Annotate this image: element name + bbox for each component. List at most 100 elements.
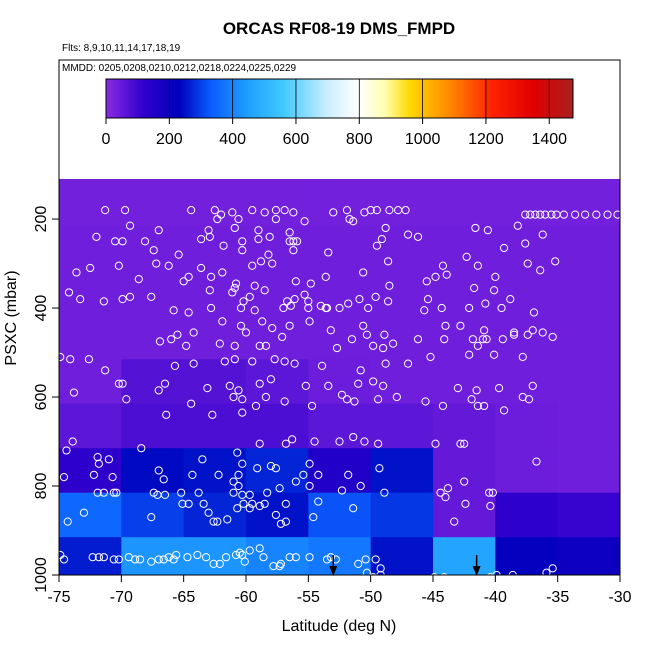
data-point	[344, 470, 353, 479]
data-point	[164, 261, 173, 270]
data-point	[140, 237, 150, 246]
data-point	[359, 268, 368, 277]
heatmap-cell	[557, 537, 620, 575]
heatmap-cell	[308, 492, 372, 538]
data-point	[309, 513, 318, 522]
heatmap-cell	[183, 492, 247, 538]
data-point	[66, 355, 75, 364]
data-point	[99, 297, 108, 306]
data-point	[481, 299, 490, 308]
data-point	[460, 439, 469, 448]
data-point	[385, 206, 394, 215]
data-point	[245, 490, 254, 500]
data-point	[147, 557, 156, 566]
data-point	[389, 339, 398, 348]
data-point	[300, 217, 309, 226]
x-tick-label: -40	[484, 589, 507, 606]
data-point	[160, 490, 170, 500]
data-point	[112, 488, 121, 497]
data-point	[229, 477, 238, 486]
heatmap-cell	[433, 359, 496, 405]
data-point	[198, 455, 207, 464]
data-point	[281, 499, 290, 508]
data-point	[369, 341, 378, 350]
data-point	[266, 375, 276, 384]
data-point	[104, 455, 113, 464]
data-point	[276, 559, 286, 568]
data-point	[301, 381, 310, 390]
data-point	[76, 295, 85, 304]
heatmap-cell	[370, 537, 434, 575]
data-point	[438, 261, 448, 270]
data-point	[197, 263, 206, 273]
data-point	[304, 303, 313, 313]
data-point	[59, 555, 69, 564]
data-point	[541, 210, 550, 219]
heatmap-cell	[557, 179, 620, 227]
colorbar-tick-label: 800	[346, 131, 373, 148]
data-point	[263, 488, 272, 497]
data-point	[229, 392, 238, 402]
data-point	[307, 401, 317, 411]
data-point	[255, 379, 264, 388]
data-point	[376, 570, 385, 575]
data-point	[189, 328, 198, 337]
data-point	[478, 335, 487, 344]
colorbar-bar	[105, 78, 574, 119]
heatmap-cell	[246, 359, 309, 405]
data-point	[426, 352, 435, 362]
data-point	[215, 339, 224, 348]
data-point	[208, 410, 217, 419]
data-point	[362, 330, 372, 339]
data-point	[314, 470, 323, 479]
data-point	[63, 517, 72, 526]
data-point	[194, 488, 203, 497]
data-point	[253, 464, 262, 473]
data-point	[354, 559, 363, 568]
data-point	[270, 355, 279, 364]
y-axis: 200 400 600 800 1000	[33, 206, 59, 593]
data-point	[209, 517, 218, 526]
data-point	[245, 504, 254, 513]
data-point	[465, 303, 474, 313]
data-point	[285, 553, 294, 562]
data-point	[413, 232, 423, 241]
data-point	[529, 308, 539, 317]
data-point	[513, 221, 522, 230]
data-point	[94, 553, 103, 562]
data-point	[526, 210, 535, 219]
data-point	[68, 437, 77, 446]
y-tick-label: 600	[33, 384, 50, 411]
data-point	[94, 459, 103, 468]
data-point	[266, 461, 276, 471]
data-point	[322, 555, 332, 564]
heatmap-cell	[183, 225, 247, 360]
data-point	[384, 257, 393, 266]
data-point	[159, 475, 168, 484]
data-point	[281, 517, 290, 526]
heatmap-cell	[370, 359, 434, 405]
data-point	[250, 306, 259, 315]
data-point	[254, 226, 263, 235]
heatmap-cell	[495, 179, 559, 227]
heatmap-cell	[59, 448, 122, 494]
data-point	[255, 544, 264, 553]
heatmap-cell	[495, 448, 559, 494]
data-point	[509, 328, 519, 337]
data-point	[238, 395, 247, 404]
heatmap-cell	[121, 403, 185, 449]
data-point	[442, 270, 451, 279]
data-point	[120, 206, 130, 215]
data-point	[84, 355, 94, 364]
data-point	[275, 562, 284, 571]
heatmap-cell	[370, 403, 434, 449]
data-point	[235, 548, 244, 557]
arrow-head	[472, 566, 481, 576]
heatmap-cell	[59, 359, 122, 405]
data-point	[317, 361, 327, 370]
data-point	[225, 381, 234, 390]
heatmap-cell	[59, 492, 122, 538]
data-point	[305, 459, 314, 468]
data-point	[486, 501, 495, 511]
data-point	[118, 237, 127, 246]
